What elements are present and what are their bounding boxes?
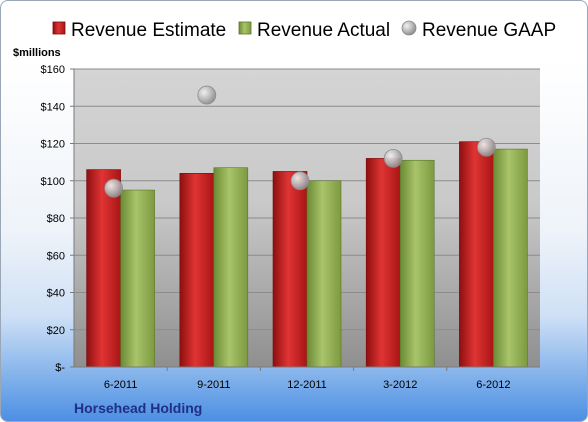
y-tick-label-160: $160: [41, 64, 65, 76]
x-tick-label-9-2011: 9-2011: [197, 379, 230, 391]
legend-swatch-revenue-estimate: [52, 21, 66, 35]
gaap-markers: [104, 85, 496, 198]
y-axis-unit-label: $millions: [13, 47, 61, 59]
legend-label-revenue-estimate: Revenue Estimate: [71, 20, 226, 41]
y-tick-label-40: $40: [47, 288, 65, 300]
company-name: Horsehead Holding: [74, 400, 202, 416]
x-tick-label-3-2012: 3-2012: [383, 379, 417, 391]
bar-actual-9-2011: [213, 167, 249, 368]
y-tick-label-0: $-: [55, 362, 65, 374]
y-tick-label-60: $60: [47, 250, 65, 262]
legend-item-revenue-estimate: Revenue Estimate: [52, 20, 226, 41]
bar-estimate-6-2012: [459, 141, 494, 368]
bar-estimate-9-2011: [179, 173, 215, 368]
bar-actual-6-2011: [120, 189, 155, 368]
bars: [86, 141, 528, 368]
bar-actual-6-2012: [493, 148, 528, 368]
marker-gaap-12-2011: [290, 171, 310, 191]
legend-swatch-revenue-actual: [238, 21, 252, 35]
x-tick-label-6-2011: 6-2011: [104, 379, 137, 391]
x-tick-label-6-2012: 6-2012: [476, 379, 510, 391]
marker-gaap-6-2012: [476, 137, 496, 157]
marker-gaap-9-2011: [197, 85, 217, 105]
x-axis-ticks: 6-2011 9-2011 12-2011 3-2012 6-2012: [104, 367, 511, 391]
legend-label-revenue-gaap: Revenue GAAP: [422, 20, 556, 41]
bar-estimate-12-2011: [272, 171, 308, 368]
x-tick-label-12-2011: 12-2011: [287, 379, 327, 391]
marker-gaap-6-2011: [104, 178, 123, 198]
y-tick-label-20: $20: [47, 325, 65, 337]
y-tick-label-100: $100: [41, 176, 65, 188]
y-axis-ticks: $- $20 $40 $60 $80 $100 $120 $140 $160: [41, 64, 74, 374]
bar-estimate-3-2012: [365, 158, 401, 368]
bar-actual-3-2012: [399, 159, 435, 368]
bar-actual-12-2011: [306, 180, 342, 368]
legend-label-revenue-actual: Revenue Actual: [257, 20, 390, 41]
legend: Revenue Estimate Revenue Actual Revenue …: [52, 20, 556, 41]
legend-marker-revenue-gaap: [401, 20, 417, 36]
marker-gaap-3-2012: [383, 148, 403, 168]
legend-item-revenue-gaap: Revenue GAAP: [401, 20, 556, 41]
legend-item-revenue-actual: Revenue Actual: [238, 20, 390, 41]
y-tick-label-140: $140: [41, 101, 65, 113]
bar-estimate-6-2011: [86, 169, 121, 368]
y-tick-label-80: $80: [47, 213, 65, 225]
y-tick-label-120: $120: [41, 139, 65, 151]
